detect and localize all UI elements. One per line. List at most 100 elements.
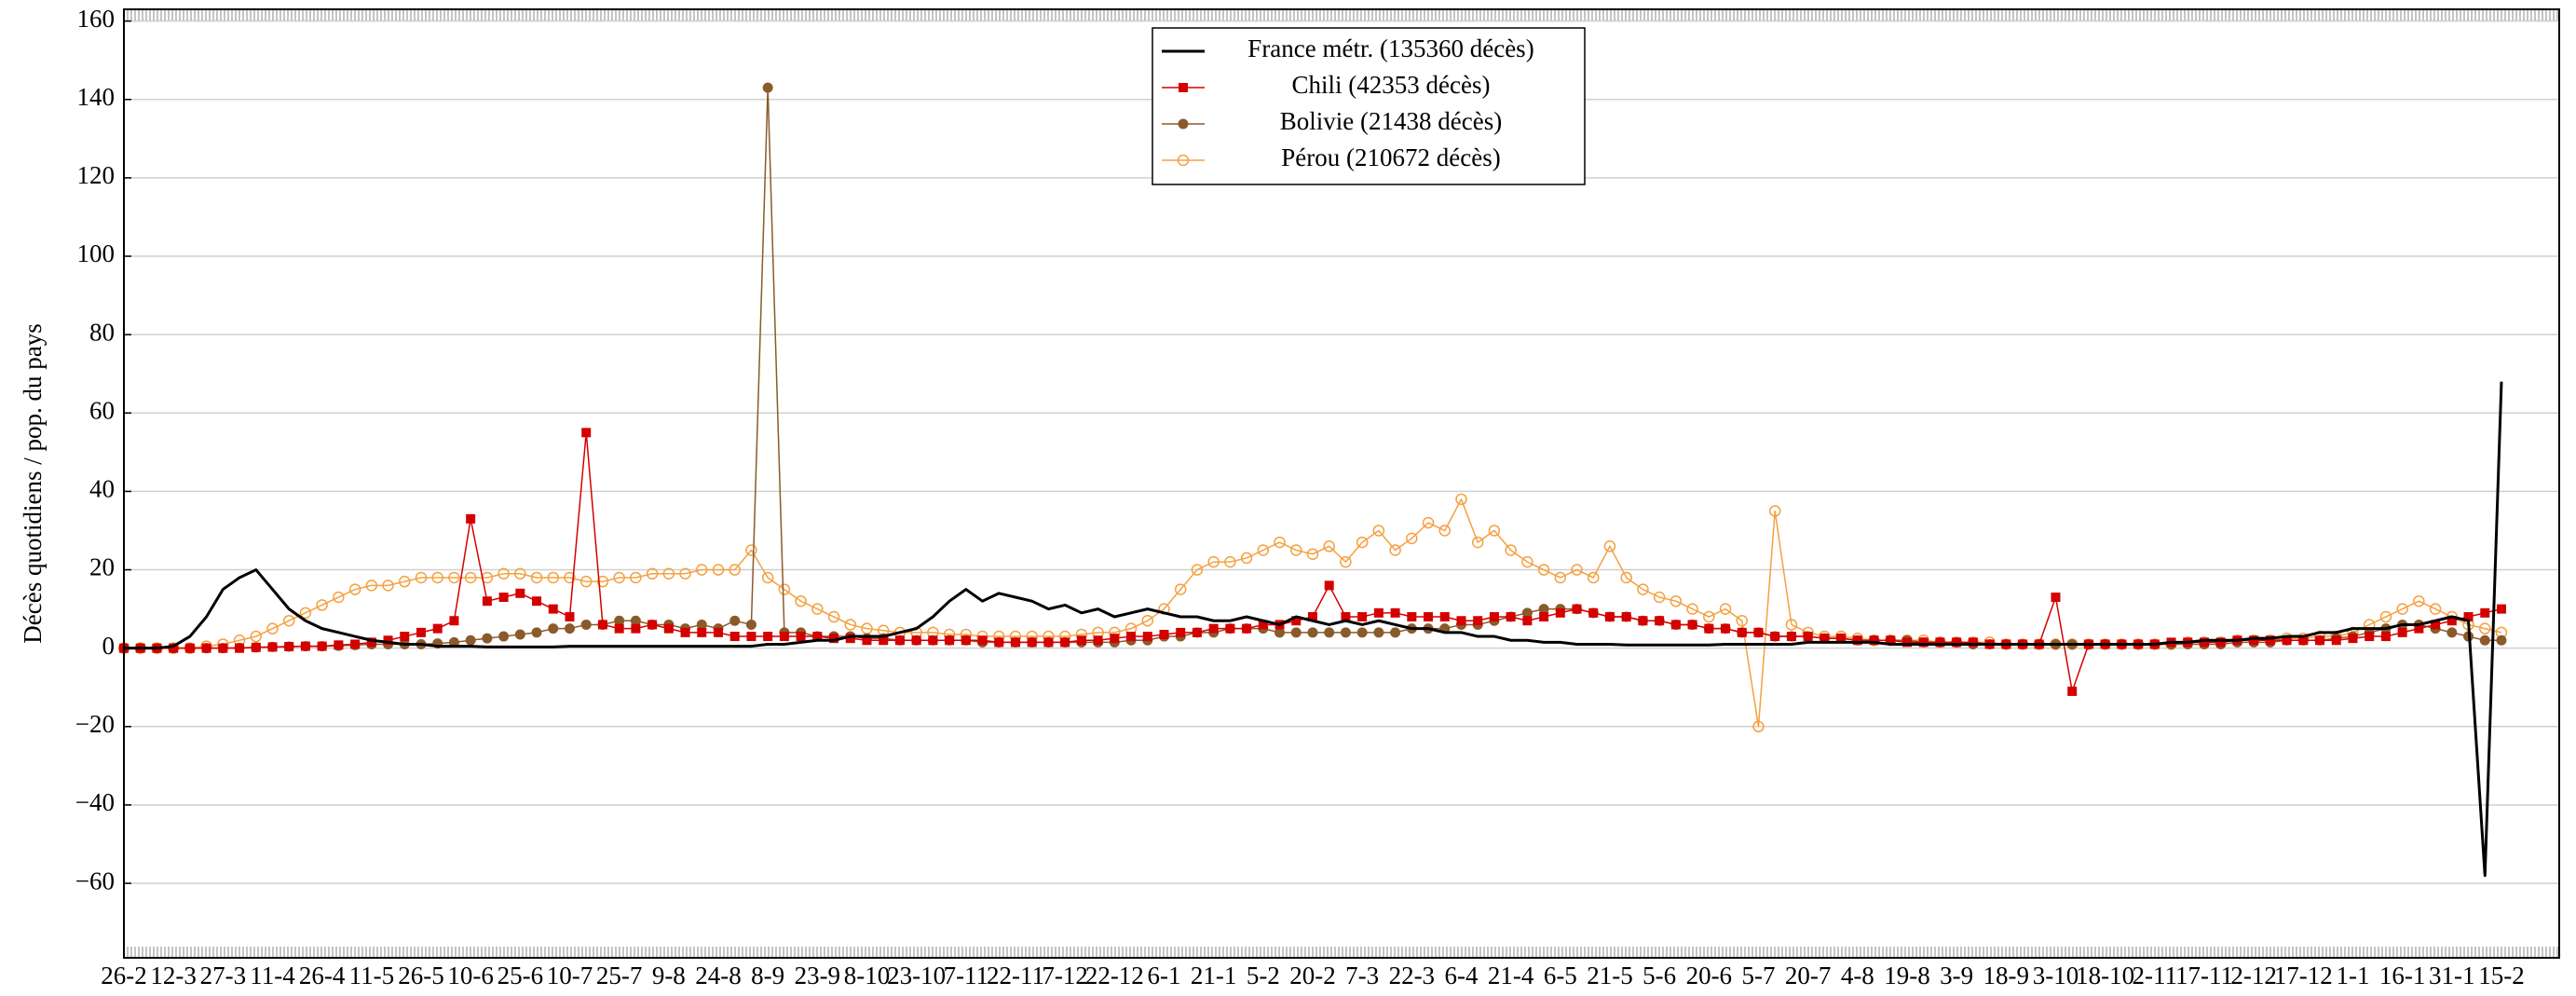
marker bbox=[1506, 612, 1516, 622]
marker bbox=[1291, 616, 1302, 626]
marker bbox=[2463, 612, 2474, 622]
marker bbox=[299, 607, 312, 620]
marker bbox=[827, 610, 840, 623]
marker bbox=[2479, 634, 2490, 646]
x-tick-label: 16-1 bbox=[2379, 962, 2426, 989]
marker bbox=[1225, 623, 1235, 634]
marker bbox=[1340, 627, 1351, 638]
marker bbox=[2397, 627, 2407, 637]
x-tick-label: 5-2 bbox=[1247, 962, 1280, 989]
marker bbox=[366, 637, 376, 648]
x-tick-label: 23-10 bbox=[887, 962, 946, 989]
marker bbox=[1836, 634, 1847, 644]
marker bbox=[796, 632, 806, 642]
marker bbox=[1178, 118, 1189, 130]
marker bbox=[1588, 571, 1600, 584]
marker bbox=[812, 632, 823, 642]
marker bbox=[2315, 635, 2325, 646]
x-tick-label: 10-6 bbox=[447, 962, 494, 989]
marker bbox=[465, 634, 476, 646]
marker bbox=[399, 575, 411, 588]
marker bbox=[1538, 604, 1549, 615]
marker bbox=[1588, 607, 1599, 618]
marker bbox=[1952, 637, 1962, 648]
legend-label: Pérou (210672 décès) bbox=[1281, 143, 1500, 171]
marker bbox=[1356, 536, 1369, 549]
marker bbox=[1224, 555, 1236, 568]
marker bbox=[382, 580, 394, 592]
marker bbox=[811, 603, 824, 615]
marker bbox=[400, 632, 410, 642]
x-tick-label: 8-9 bbox=[751, 962, 784, 989]
marker bbox=[1489, 612, 1499, 622]
minor-ticks-bottom bbox=[124, 947, 2559, 958]
marker bbox=[498, 592, 509, 602]
marker bbox=[630, 571, 642, 584]
x-tick-label: 6-1 bbox=[1147, 962, 1180, 989]
marker bbox=[1869, 635, 1879, 646]
marker bbox=[2431, 620, 2441, 630]
marker bbox=[1554, 571, 1567, 584]
marker bbox=[1010, 637, 1020, 648]
x-tick-label: 15-2 bbox=[2478, 962, 2525, 989]
x-tick-label: 3-9 bbox=[1940, 962, 1973, 989]
marker bbox=[1522, 616, 1533, 626]
marker bbox=[251, 642, 261, 652]
marker bbox=[679, 567, 691, 580]
legend-label: France métr. (135360 décès) bbox=[1247, 34, 1533, 62]
series bbox=[124, 381, 2503, 878]
marker bbox=[1424, 612, 1434, 622]
x-tick-label: 26-5 bbox=[398, 962, 444, 989]
marker bbox=[1473, 616, 1483, 626]
x-tick-label: 25-6 bbox=[497, 962, 544, 989]
marker bbox=[564, 623, 575, 634]
marker bbox=[1027, 637, 1037, 648]
marker bbox=[1373, 607, 1383, 618]
x-tick-label: 7-12 bbox=[1042, 962, 1088, 989]
marker bbox=[712, 564, 725, 576]
x-tick-label: 21-5 bbox=[1587, 962, 1633, 989]
x-tick-label: 22-11 bbox=[987, 962, 1044, 989]
marker bbox=[1356, 627, 1368, 638]
marker bbox=[2215, 637, 2226, 648]
marker bbox=[1324, 627, 1335, 638]
marker bbox=[1521, 607, 1533, 619]
marker bbox=[631, 623, 641, 634]
marker bbox=[2365, 632, 2375, 642]
marker bbox=[745, 544, 757, 556]
series-line bbox=[124, 381, 2503, 878]
marker bbox=[1603, 540, 1616, 553]
y-tick-label: 140 bbox=[77, 83, 116, 111]
x-tick-label: 2-11 bbox=[2133, 962, 2178, 989]
marker bbox=[1968, 637, 1978, 648]
marker bbox=[1307, 612, 1317, 622]
marker bbox=[1208, 623, 1219, 634]
marker bbox=[1572, 604, 1582, 614]
marker bbox=[1752, 720, 1765, 733]
marker bbox=[745, 619, 756, 630]
marker bbox=[1686, 603, 1698, 615]
x-tick-label: 5-6 bbox=[1642, 962, 1676, 989]
marker bbox=[696, 619, 707, 630]
marker bbox=[235, 643, 245, 653]
marker bbox=[579, 575, 593, 588]
marker bbox=[282, 614, 295, 627]
x-tick-label: 19-8 bbox=[1884, 962, 1930, 989]
marker bbox=[829, 634, 839, 644]
marker bbox=[1721, 623, 1731, 634]
x-tick-label: 4-8 bbox=[1841, 962, 1874, 989]
y-tick-label: 0 bbox=[102, 632, 116, 660]
marker bbox=[1886, 635, 1896, 646]
grid bbox=[124, 20, 2559, 884]
marker bbox=[2199, 637, 2209, 648]
marker bbox=[961, 635, 971, 646]
x-tick-label: 26-2 bbox=[101, 962, 147, 989]
marker bbox=[2348, 634, 2358, 644]
y-tick-label: 80 bbox=[89, 318, 115, 346]
marker bbox=[1521, 555, 1533, 568]
x-tick-label: 7-3 bbox=[1345, 962, 1379, 989]
x-tick-label: 21-1 bbox=[1191, 962, 1237, 989]
marker bbox=[531, 627, 542, 638]
marker bbox=[1179, 83, 1188, 92]
marker bbox=[928, 635, 938, 646]
